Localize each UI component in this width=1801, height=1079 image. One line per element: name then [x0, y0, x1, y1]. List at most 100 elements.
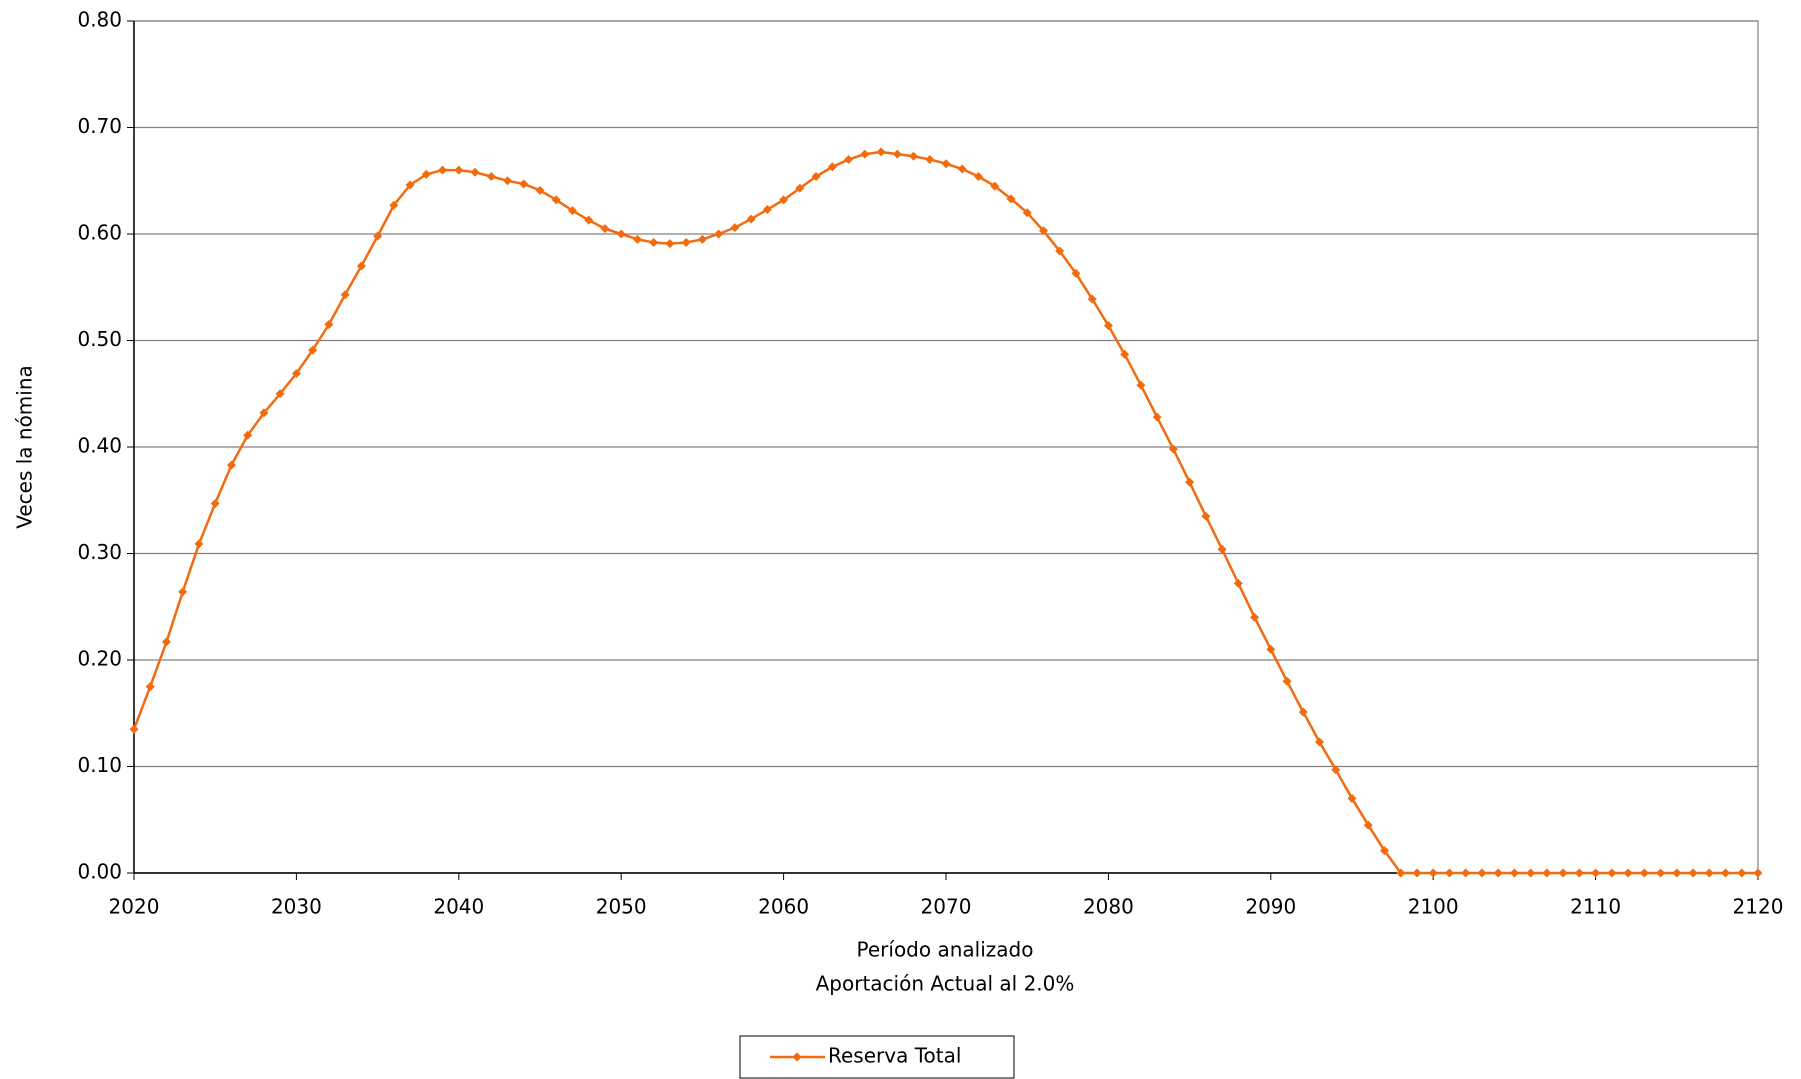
- point-marker: [1006, 194, 1016, 204]
- y-tick-label: 0.70: [77, 114, 122, 138]
- point-marker: [649, 238, 659, 248]
- point-marker: [779, 195, 789, 205]
- point-marker: [1038, 226, 1048, 236]
- point-marker: [161, 637, 171, 647]
- point-marker: [844, 154, 854, 164]
- point-marker: [486, 171, 496, 181]
- point-marker: [1428, 868, 1438, 878]
- point-marker: [324, 320, 334, 330]
- point-marker: [389, 200, 399, 210]
- point-marker: [1217, 544, 1227, 554]
- point-marker: [1022, 208, 1032, 218]
- point-marker: [1103, 321, 1113, 331]
- point-marker: [1623, 868, 1633, 878]
- point-marker: [356, 261, 366, 271]
- y-tick-label: 0.60: [77, 221, 122, 245]
- point-marker: [373, 231, 383, 241]
- point-marker: [1250, 612, 1260, 622]
- point-marker: [226, 460, 236, 470]
- point-marker: [1688, 868, 1698, 878]
- point-marker: [746, 214, 756, 224]
- point-marker: [1087, 294, 1097, 304]
- point-marker: [697, 234, 707, 244]
- point-marker: [1493, 868, 1503, 878]
- y-tick-label: 0.80: [77, 8, 122, 32]
- x-tick-label: 2060: [758, 895, 809, 919]
- point-marker: [811, 171, 821, 181]
- point-marker: [795, 183, 805, 193]
- point-marker: [519, 179, 529, 189]
- x-tick-label: 2040: [433, 895, 484, 919]
- point-marker: [941, 159, 951, 169]
- x-tick-label: 2110: [1570, 895, 1621, 919]
- y-tick-label: 0.10: [77, 753, 122, 777]
- point-marker: [1396, 868, 1406, 878]
- legend: Reserva Total: [739, 1035, 1015, 1079]
- point-marker: [178, 587, 188, 597]
- point-marker: [665, 239, 675, 249]
- y-tick-label: 0.50: [77, 327, 122, 351]
- point-marker: [1233, 578, 1243, 588]
- point-marker: [1672, 868, 1682, 878]
- point-marker: [1753, 868, 1763, 878]
- point-marker: [1737, 868, 1747, 878]
- x-tick-label: 2080: [1083, 895, 1134, 919]
- point-marker: [1526, 868, 1536, 878]
- point-marker: [990, 181, 1000, 191]
- point-marker: [681, 238, 691, 248]
- point-marker: [1444, 868, 1454, 878]
- point-marker: [194, 539, 204, 549]
- point-marker: [243, 430, 253, 440]
- legend-label: Reserva Total: [828, 1044, 961, 1068]
- point-marker: [1055, 246, 1065, 256]
- point-marker: [1574, 868, 1584, 878]
- y-tick-label: 0.40: [77, 434, 122, 458]
- y-axis-label: Veces la nómina: [13, 365, 37, 529]
- point-marker: [1185, 477, 1195, 487]
- point-marker: [860, 149, 870, 159]
- point-marker: [567, 206, 577, 216]
- point-marker: [210, 498, 220, 508]
- point-marker: [876, 147, 886, 157]
- point-marker: [1266, 644, 1276, 654]
- point-marker: [762, 205, 772, 215]
- point-marker: [892, 149, 902, 159]
- point-marker: [1607, 868, 1617, 878]
- point-marker: [1201, 511, 1211, 521]
- subtitle: Aportación Actual al 2.0%: [816, 972, 1075, 996]
- point-marker: [632, 234, 642, 244]
- y-tick-label: 0.20: [77, 647, 122, 671]
- y-tick-label: 0.30: [77, 540, 122, 564]
- point-marker: [714, 229, 724, 239]
- point-marker: [291, 369, 301, 379]
- legend-marker: [792, 1052, 802, 1062]
- point-marker: [1120, 349, 1130, 359]
- point-marker: [405, 180, 415, 190]
- x-tick-label: 2120: [1733, 895, 1784, 919]
- point-marker: [973, 171, 983, 181]
- point-marker: [1639, 868, 1649, 878]
- point-marker: [616, 229, 626, 239]
- x-tick-label: 2070: [921, 895, 972, 919]
- x-tick-label: 2020: [109, 895, 160, 919]
- point-marker: [925, 154, 935, 164]
- point-marker: [909, 151, 919, 161]
- point-marker: [1542, 868, 1552, 878]
- x-axis-label: Período analizado: [857, 938, 1034, 962]
- x-tick-label: 2100: [1408, 895, 1459, 919]
- y-tick-label: 0.00: [77, 860, 122, 884]
- point-marker: [730, 223, 740, 233]
- point-marker: [340, 290, 350, 300]
- point-marker: [1721, 868, 1731, 878]
- point-marker: [1168, 444, 1178, 454]
- series-line: [132, 150, 1758, 875]
- point-marker: [1656, 868, 1666, 878]
- x-tick-label: 2030: [271, 895, 322, 919]
- point-marker: [1379, 846, 1389, 856]
- point-marker: [551, 195, 561, 205]
- point-marker: [1509, 868, 1519, 878]
- point-marker: [421, 169, 431, 179]
- point-marker: [1558, 868, 1568, 878]
- point-marker: [503, 176, 513, 186]
